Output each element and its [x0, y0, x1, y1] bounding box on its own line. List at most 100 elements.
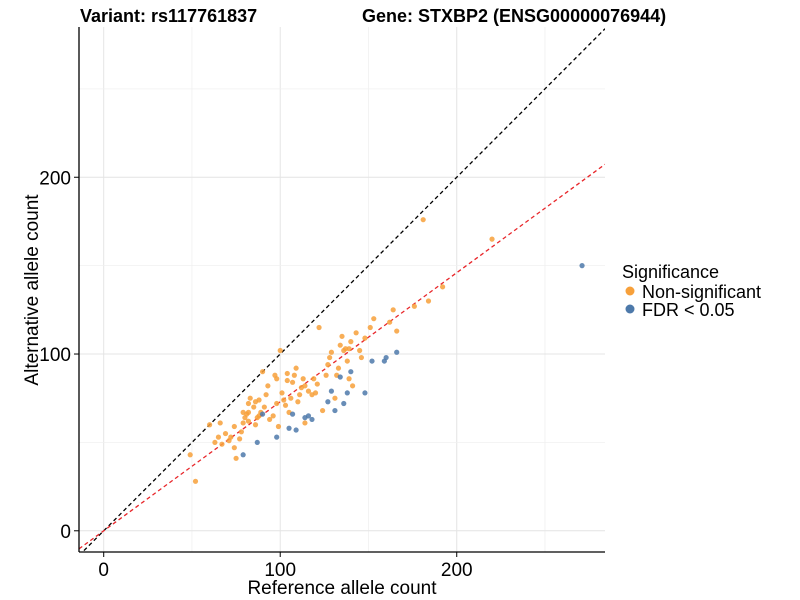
data-point — [251, 404, 257, 410]
data-point — [341, 400, 347, 407]
data-point — [325, 399, 331, 405]
data-point — [371, 316, 377, 322]
data-point — [390, 307, 396, 313]
data-point — [256, 397, 262, 403]
data-point — [245, 400, 252, 407]
data-point — [327, 354, 333, 361]
data-point — [420, 217, 426, 223]
data-point — [314, 381, 320, 387]
legend-label-fdr: FDR < 0.05 — [642, 300, 735, 320]
data-point — [240, 420, 246, 426]
data-point — [348, 369, 354, 375]
legend-label-non-significant: Non-significant — [642, 282, 761, 302]
data-point — [332, 395, 338, 401]
data-point — [275, 423, 282, 430]
data-point — [295, 399, 301, 405]
reference-line-1 — [79, 163, 605, 550]
data-point — [274, 376, 280, 382]
data-point — [362, 390, 368, 396]
data-point — [319, 407, 326, 414]
data-point — [259, 369, 266, 375]
legend-swatch-fdr — [625, 304, 635, 314]
data-point — [311, 376, 317, 382]
data-point — [219, 441, 225, 447]
data-point — [245, 409, 252, 415]
data-point — [286, 425, 292, 431]
data-point — [212, 439, 218, 446]
data-point — [302, 420, 308, 426]
data-point — [323, 372, 329, 378]
data-point — [335, 365, 342, 371]
data-point — [217, 420, 223, 426]
data-point — [261, 404, 267, 410]
data-point — [312, 390, 319, 396]
y-tick-label: 0 — [60, 522, 71, 543]
data-point — [387, 319, 393, 325]
data-point — [344, 358, 350, 364]
data-point — [270, 413, 276, 419]
data-point — [281, 397, 287, 403]
data-point — [348, 339, 354, 345]
data-point — [362, 335, 368, 341]
data-point — [231, 423, 237, 430]
legend-title: Significance — [622, 262, 719, 282]
data-point — [245, 418, 252, 424]
data-point — [274, 400, 280, 407]
legend: Significance Non-significant FDR < 0.05 — [622, 262, 761, 320]
data-points — [187, 217, 585, 484]
data-point — [346, 376, 352, 382]
data-point — [274, 434, 280, 440]
data-point — [339, 333, 345, 339]
data-point — [337, 342, 343, 348]
data-point — [291, 372, 297, 378]
data-point — [231, 445, 237, 451]
data-point — [284, 377, 290, 384]
y-tick-label: 200 — [39, 168, 71, 189]
reference-line-0 — [81, 28, 605, 552]
data-point — [302, 383, 308, 389]
data-point — [267, 416, 273, 423]
data-point — [411, 303, 417, 309]
data-point — [328, 349, 335, 355]
data-point — [358, 354, 365, 361]
data-point — [259, 411, 266, 417]
data-point — [284, 370, 290, 377]
y-tick-label: 100 — [39, 345, 71, 366]
y-axis-title: Alternative allele count — [22, 194, 43, 386]
data-point — [316, 324, 322, 331]
data-point — [489, 236, 495, 242]
x-tick-label: 100 — [264, 560, 296, 581]
data-point — [289, 379, 296, 385]
data-point — [293, 427, 299, 433]
grid-lines — [79, 27, 605, 552]
data-point — [309, 416, 315, 423]
data-point — [277, 347, 283, 354]
data-point — [233, 455, 239, 461]
data-point — [238, 429, 244, 435]
data-point — [300, 376, 306, 382]
data-point — [254, 439, 260, 446]
data-point — [288, 395, 294, 401]
data-point — [425, 298, 432, 304]
data-point — [187, 452, 193, 458]
data-point — [192, 478, 199, 484]
data-point — [297, 392, 303, 398]
data-point — [237, 436, 243, 442]
chart-title-left: Variant: rs117761837 — [80, 6, 257, 26]
data-point — [265, 383, 271, 389]
x-axis-title: Reference allele count — [247, 578, 437, 599]
data-point — [353, 330, 359, 336]
data-point — [305, 388, 312, 394]
data-point — [579, 263, 585, 269]
data-point — [328, 388, 335, 394]
data-point — [282, 402, 289, 408]
data-point — [344, 390, 350, 396]
data-point — [247, 395, 253, 401]
data-point — [383, 354, 389, 361]
data-point — [305, 413, 312, 419]
data-point — [394, 328, 400, 334]
data-point — [357, 347, 363, 354]
data-point — [337, 374, 343, 380]
data-point — [207, 422, 213, 428]
